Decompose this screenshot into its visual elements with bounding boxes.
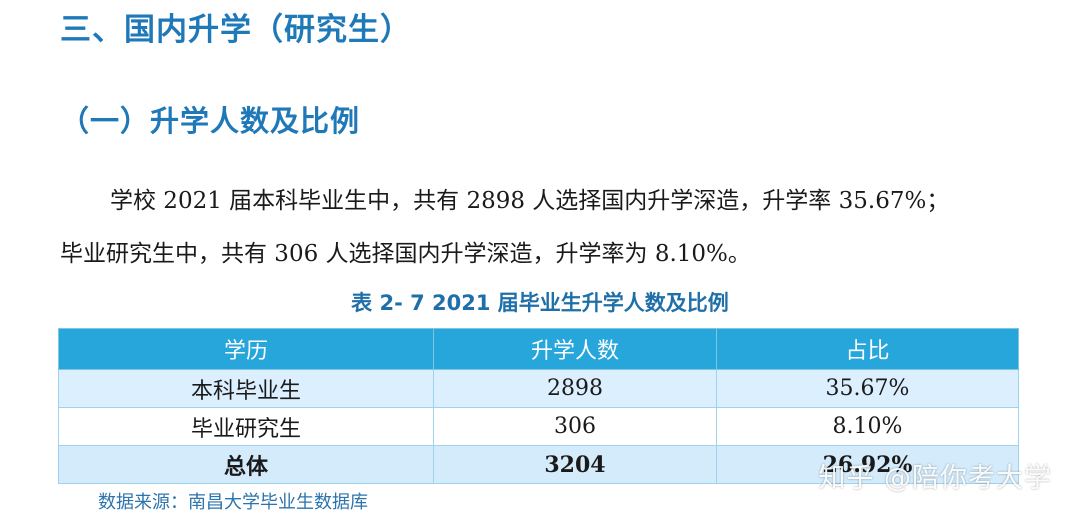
cell-ratio: 26.92% — [716, 445, 1019, 484]
section-title: 三、国内升学（研究生） — [60, 12, 412, 48]
data-source-note: 数据来源：南昌大学毕业生数据库 — [98, 492, 368, 513]
enrollment-table: 学历 升学人数 占比 本科毕业生 2898 35.67% 毕业研究生 306 8… — [58, 328, 1019, 484]
cell-count: 306 — [433, 407, 717, 446]
cell-ratio: 35.67% — [716, 369, 1019, 408]
cell-education: 毕业研究生 — [58, 407, 434, 446]
header-count: 升学人数 — [433, 328, 717, 370]
table-row: 毕业研究生 306 8.10% — [58, 407, 1019, 446]
subsection-title: （一）升学人数及比例 — [60, 104, 361, 138]
paragraph-line-1: 学校 2021 届本科毕业生中，共有 2898 人选择国内升学深造，升学率 35… — [110, 188, 950, 214]
table-header-row: 学历 升学人数 占比 — [58, 328, 1019, 370]
cell-education: 总体 — [58, 445, 434, 484]
cell-count: 3204 — [433, 445, 717, 484]
cell-ratio: 8.10% — [716, 407, 1019, 446]
paragraph-line-2: 毕业研究生中，共有 306 人选择国内升学深造，升学率为 8.10%。 — [60, 241, 751, 267]
header-ratio: 占比 — [716, 328, 1019, 370]
table-caption: 表 2- 7 2021 届毕业生升学人数及比例 — [351, 291, 729, 315]
watermark: 知乎 @陪你考大学 — [818, 463, 1052, 494]
table-row: 本科毕业生 2898 35.67% — [58, 369, 1019, 408]
header-education: 学历 — [58, 328, 434, 370]
cell-count: 2898 — [433, 369, 717, 408]
table-row-total: 总体 3204 26.92% — [58, 445, 1019, 484]
cell-education: 本科毕业生 — [58, 369, 434, 408]
